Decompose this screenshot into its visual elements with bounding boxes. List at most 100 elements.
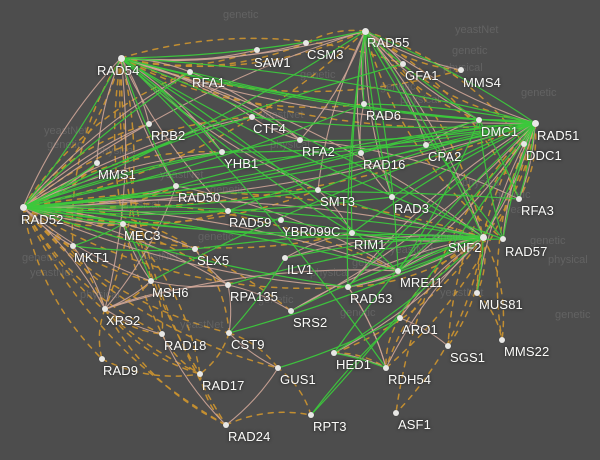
node-dot-icon[interactable] — [445, 343, 451, 349]
node-dot-icon[interactable] — [361, 101, 367, 107]
graph-edge — [299, 122, 536, 142]
node-dot-icon[interactable] — [278, 217, 284, 223]
graph-edge — [290, 236, 484, 312]
graph-edge — [391, 122, 536, 198]
node-label: RAD3 — [394, 201, 430, 216]
node-dot-icon[interactable] — [500, 236, 506, 242]
node-label: CTF4 — [253, 121, 286, 136]
node-dot-icon[interactable] — [159, 331, 165, 337]
node-dot-icon[interactable] — [102, 306, 108, 312]
background-watermark-text: genetic — [530, 235, 566, 247]
node-dot-icon[interactable] — [521, 141, 527, 147]
node-dot-icon[interactable] — [383, 365, 389, 371]
graph-edge — [310, 317, 401, 416]
background-watermark-text: yeastNet — [30, 267, 74, 279]
background-watermark-text: physical — [548, 254, 588, 266]
node-dot-icon[interactable] — [288, 308, 294, 314]
graph-edge — [333, 236, 484, 354]
graph-edge — [317, 189, 484, 238]
background-watermark-text: yeastNet — [160, 169, 204, 181]
background-watermark-text: yeastNet — [44, 125, 88, 137]
node-dot-icon[interactable] — [120, 221, 126, 227]
node-dot-icon[interactable] — [361, 27, 369, 35]
node-dot-icon[interactable] — [308, 412, 314, 418]
node-dot-icon[interactable] — [389, 194, 395, 200]
node-label: RAD24 — [228, 429, 271, 444]
node-dot-icon[interactable] — [423, 142, 429, 148]
node-dot-icon[interactable] — [358, 150, 364, 156]
graph-edge — [72, 245, 106, 310]
graph-edge — [221, 122, 536, 153]
node-dot-icon[interactable] — [225, 208, 231, 214]
node-dot-icon[interactable] — [192, 246, 198, 252]
node-dot-icon[interactable] — [397, 315, 403, 321]
node-dot-icon[interactable] — [254, 47, 260, 53]
node-dot-icon[interactable] — [117, 54, 125, 62]
node-dot-icon[interactable] — [458, 67, 464, 73]
node-dot-icon[interactable] — [223, 422, 229, 428]
node-dot-icon[interactable] — [275, 365, 281, 371]
graph-edge — [150, 280, 229, 288]
node-dot-icon[interactable] — [197, 371, 203, 377]
node-dot-icon[interactable] — [226, 330, 232, 336]
node-dot-icon[interactable] — [345, 284, 351, 290]
node-dot-icon[interactable] — [393, 410, 399, 416]
node-dot-icon[interactable] — [19, 203, 27, 211]
node-dot-icon[interactable] — [146, 121, 152, 127]
node-dot-icon[interactable] — [349, 230, 355, 236]
graph-edge — [22, 206, 124, 225]
node-label: RFA1 — [192, 75, 225, 90]
node-label: RAD55 — [367, 35, 410, 50]
node-dot-icon[interactable] — [315, 187, 321, 193]
node-dot-icon[interactable] — [225, 282, 231, 288]
node-label: RAD16 — [363, 157, 406, 172]
graph-edge — [22, 206, 349, 290]
node-dot-icon[interactable] — [99, 356, 105, 362]
node-dot-icon[interactable] — [282, 255, 288, 261]
node-dot-icon[interactable] — [479, 233, 487, 241]
node-dot-icon[interactable] — [187, 69, 193, 75]
node-dot-icon[interactable] — [70, 243, 76, 249]
background-watermark-text: genetic — [521, 87, 557, 99]
graph-edge — [22, 201, 399, 272]
node-label: MSH6 — [152, 285, 189, 300]
graph-edge — [199, 332, 230, 375]
graph-edge — [364, 30, 480, 121]
node-label: RAD9 — [103, 363, 139, 378]
node-label: HED1 — [336, 357, 372, 372]
node-label: RAD57 — [505, 244, 548, 259]
graph-edge — [104, 284, 229, 310]
graph-edge — [22, 206, 106, 310]
graph-edge — [22, 151, 223, 208]
node-dot-icon[interactable] — [331, 350, 337, 356]
node-dot-icon[interactable] — [499, 337, 505, 343]
node-dot-icon[interactable] — [400, 61, 406, 67]
node-dot-icon[interactable] — [249, 114, 255, 120]
background-watermark-text: yeastNet — [135, 251, 179, 263]
node-dot-icon[interactable] — [474, 290, 480, 296]
node-dot-icon[interactable] — [516, 196, 522, 202]
graph-edge — [120, 57, 387, 369]
node-label: RFA2 — [302, 144, 335, 159]
node-dot-icon[interactable] — [531, 119, 539, 127]
node-dot-icon[interactable] — [303, 40, 309, 46]
node-dot-icon[interactable] — [297, 137, 303, 143]
node-dot-icon[interactable] — [395, 268, 401, 274]
graph-edge — [120, 37, 404, 65]
graph-edge — [22, 206, 106, 310]
graph-edge — [227, 236, 484, 286]
node-label: SLX5 — [197, 253, 230, 268]
graph-edge — [22, 205, 484, 238]
background-watermark-text: yeastNet — [180, 319, 224, 331]
background-watermark-text: genetic — [198, 231, 234, 243]
graph-edge — [120, 30, 366, 59]
node-label: SNF2 — [448, 240, 482, 255]
node-dot-icon[interactable] — [148, 278, 154, 284]
node-dot-icon[interactable] — [94, 160, 100, 166]
graph-edge — [22, 189, 319, 209]
node-dot-icon[interactable] — [476, 117, 482, 123]
node-dot-icon[interactable] — [173, 183, 179, 189]
node-label: RFA3 — [521, 203, 554, 218]
node-dot-icon[interactable] — [219, 149, 225, 155]
